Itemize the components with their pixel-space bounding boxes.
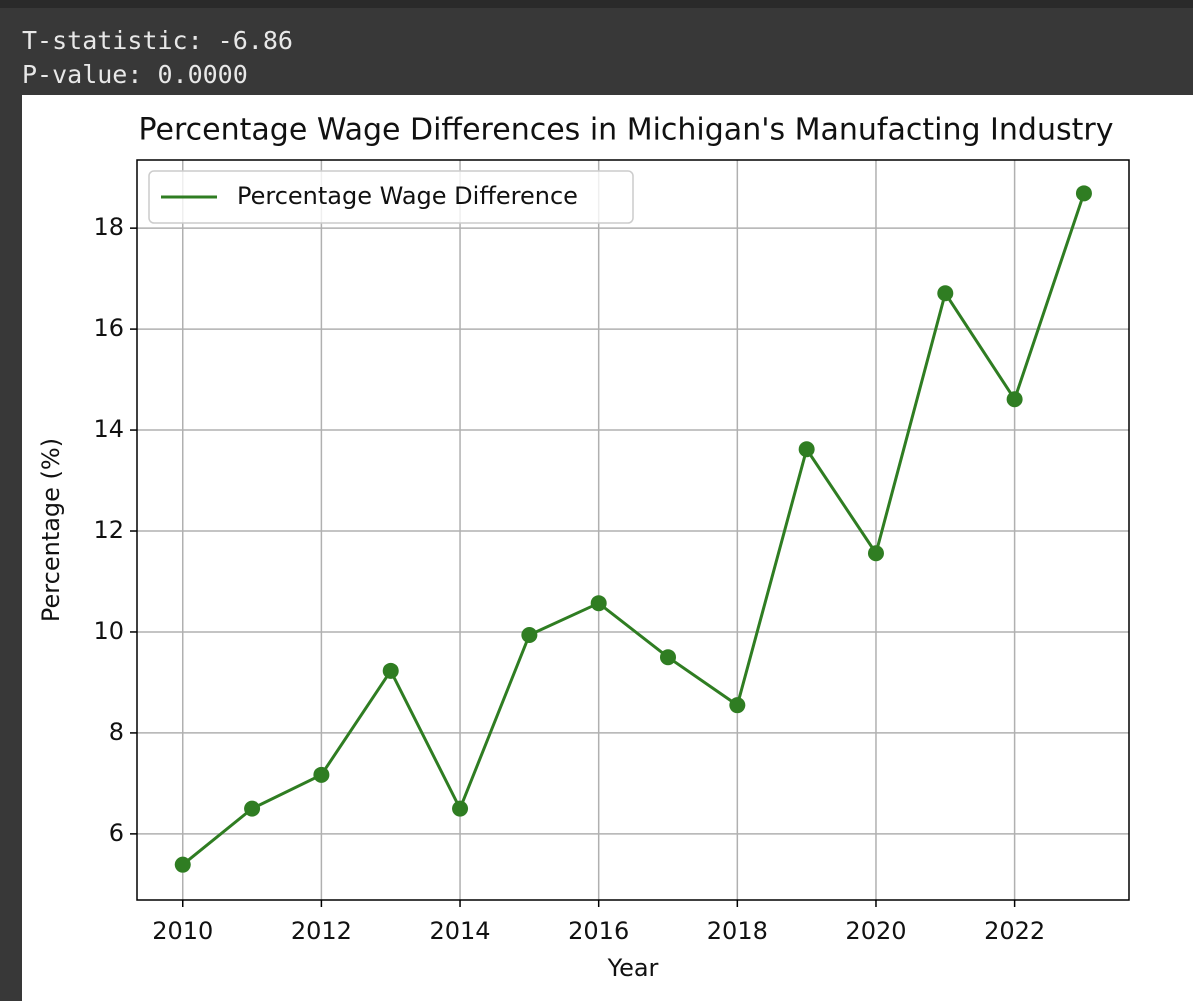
plot-frame bbox=[136, 159, 1130, 901]
cell-output: T-statistic: -6.86 P-value: 0.0000 bbox=[22, 24, 293, 92]
y-tick-label: 12 bbox=[93, 516, 124, 544]
y-tick-label: 14 bbox=[93, 415, 124, 443]
data-point bbox=[590, 595, 607, 612]
output-line: P-value: 0.0000 bbox=[22, 60, 248, 89]
y-tick-label: 6 bbox=[109, 819, 124, 847]
figure-background bbox=[22, 95, 1193, 1001]
y-axis-label: Percentage (%) bbox=[37, 438, 65, 622]
data-point bbox=[729, 697, 746, 714]
data-point bbox=[452, 800, 469, 817]
data-point bbox=[313, 766, 330, 783]
legend-label: Percentage Wage Difference bbox=[237, 182, 578, 210]
x-tick-label: 2016 bbox=[568, 917, 629, 945]
y-tick-label: 18 bbox=[93, 213, 124, 241]
data-point bbox=[382, 662, 399, 679]
legend-box bbox=[148, 170, 634, 224]
x-tick-label: 2014 bbox=[430, 917, 491, 945]
data-point bbox=[798, 441, 815, 458]
chart-title: Percentage Wage Differences in Michigan'… bbox=[139, 113, 1114, 148]
data-point bbox=[867, 545, 884, 562]
top-bar bbox=[0, 0, 1193, 8]
data-point bbox=[174, 856, 191, 873]
x-axis-label: Year bbox=[607, 954, 659, 982]
x-tick-label: 2012 bbox=[291, 917, 352, 945]
data-point bbox=[1075, 185, 1092, 202]
x-tick-label: 2020 bbox=[845, 917, 906, 945]
data-point bbox=[521, 626, 538, 643]
data-point bbox=[1006, 391, 1023, 408]
data-point bbox=[937, 285, 954, 302]
y-tick-label: 8 bbox=[109, 718, 124, 746]
data-line bbox=[181, 192, 1086, 866]
data-point bbox=[660, 649, 677, 666]
y-tick-label: 10 bbox=[93, 617, 124, 645]
y-tick-label: 16 bbox=[93, 314, 124, 342]
x-tick-label: 2018 bbox=[707, 917, 768, 945]
data-point bbox=[244, 800, 261, 817]
x-tick-label: 2022 bbox=[984, 917, 1045, 945]
x-tick-label: 2010 bbox=[152, 917, 213, 945]
output-line: T-statistic: -6.86 bbox=[22, 26, 293, 55]
